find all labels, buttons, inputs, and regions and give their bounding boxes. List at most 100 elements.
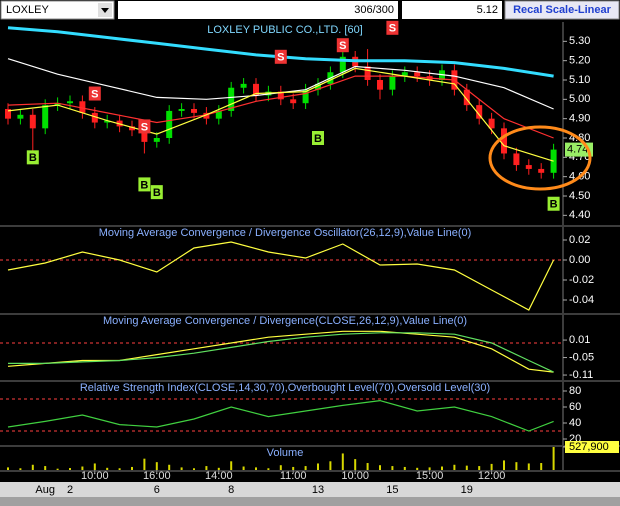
candle-body bbox=[129, 126, 135, 131]
candle-body bbox=[463, 89, 470, 106]
candle-body bbox=[277, 91, 284, 100]
signal-box bbox=[150, 185, 163, 200]
indicator-line bbox=[8, 332, 554, 373]
candle-body bbox=[104, 120, 111, 123]
volume-bar bbox=[366, 463, 369, 470]
candle-body bbox=[203, 112, 210, 119]
time-label: 12:00 bbox=[478, 470, 506, 482]
y-tick-label: 4.90 bbox=[569, 113, 590, 125]
candle-body bbox=[228, 87, 235, 111]
volume-bar bbox=[428, 467, 431, 470]
price-field bbox=[402, 1, 502, 19]
panel-title: Relative Strength Index(CLOSE,14,30,70),… bbox=[80, 382, 490, 394]
volume-bar bbox=[7, 467, 9, 470]
signal-label: B bbox=[314, 133, 322, 145]
candle-body bbox=[339, 56, 346, 73]
volume-bar bbox=[329, 461, 332, 470]
candle-body bbox=[29, 114, 36, 129]
indicator-line bbox=[7, 330, 554, 373]
candle-body bbox=[67, 101, 73, 104]
date-label: 19 bbox=[461, 484, 473, 496]
signal-box bbox=[547, 196, 560, 211]
y-tick-label: 5.30 bbox=[569, 35, 590, 47]
time-label: 10:00 bbox=[341, 470, 369, 482]
candle-body bbox=[153, 138, 160, 142]
volume-bar bbox=[379, 465, 381, 470]
time-label: 10:00 bbox=[81, 470, 109, 482]
plot-area: 10:00 16:00 14:00 11:00 10:00 15:00 12:00 Aug 2 6… bbox=[0, 20, 620, 496]
y-tick-label: 5.10 bbox=[569, 74, 590, 86]
moving-average bbox=[7, 75, 554, 139]
signal-box bbox=[138, 119, 151, 134]
volume-bar bbox=[44, 466, 47, 470]
date-row bbox=[0, 482, 620, 497]
volume-bar bbox=[403, 466, 406, 470]
indicator-line bbox=[7, 399, 554, 432]
time-label: 11:00 bbox=[280, 470, 307, 482]
indicator-line bbox=[7, 241, 555, 311]
candle-body bbox=[178, 109, 185, 111]
candle-body bbox=[538, 168, 545, 173]
signal-label: B bbox=[140, 179, 148, 191]
y-tick-label: -0.11 bbox=[569, 369, 593, 381]
date-label: 13 bbox=[312, 484, 324, 496]
candle-body bbox=[414, 72, 421, 77]
candle-body bbox=[42, 105, 49, 129]
signal-label: S bbox=[141, 121, 148, 133]
date-label: Aug bbox=[35, 484, 55, 496]
volume-bar bbox=[292, 466, 295, 470]
volume-bar bbox=[527, 463, 530, 470]
signal-label: S bbox=[91, 88, 98, 100]
panel-title: Moving Average Convergence / Divergence … bbox=[99, 227, 472, 239]
y-tick-label: 0.00 bbox=[569, 254, 590, 266]
y-tick-label: -0.04 bbox=[569, 294, 594, 306]
moving-average bbox=[7, 67, 554, 162]
volume-bar bbox=[255, 467, 257, 470]
y-tick-label: 5.20 bbox=[569, 55, 590, 67]
candle-body bbox=[315, 83, 321, 90]
volume-bar bbox=[391, 466, 394, 470]
signal-label: S bbox=[277, 52, 284, 64]
candle-body bbox=[5, 109, 11, 119]
scrollbar bbox=[0, 497, 620, 506]
signal-label: S bbox=[339, 40, 346, 52]
candle-body bbox=[513, 153, 520, 166]
time-label: 15:00 bbox=[416, 470, 444, 482]
volume-bar bbox=[416, 467, 419, 470]
volume-bar bbox=[81, 466, 84, 470]
symbol-dropdown[interactable] bbox=[0, 0, 115, 20]
volume-bar bbox=[230, 461, 233, 470]
candle-body bbox=[377, 80, 383, 90]
date-label: 8 bbox=[228, 484, 234, 496]
panel-title: Volume bbox=[267, 447, 304, 459]
signal-label: S bbox=[389, 23, 396, 35]
panel-title: LOXLEY PUBLIC CO.,LTD. [60] bbox=[207, 24, 363, 36]
volume-bar bbox=[93, 463, 96, 470]
candle-body bbox=[215, 110, 222, 119]
volume-bar bbox=[341, 453, 344, 470]
counter-field bbox=[118, 1, 398, 19]
dropdown-arrow bbox=[101, 8, 109, 13]
candle-body bbox=[401, 72, 408, 77]
volume-bar bbox=[267, 468, 270, 470]
candle-body bbox=[476, 105, 483, 119]
candle-body bbox=[54, 103, 61, 106]
candle-body bbox=[166, 110, 173, 138]
panel-title: Moving Average Convergence / Divergence(… bbox=[103, 315, 467, 327]
signal-box bbox=[386, 20, 399, 35]
y-tick-highlight bbox=[565, 441, 619, 453]
volume-bar bbox=[155, 462, 158, 470]
recal-button-text: Recal Scale-Linear bbox=[513, 4, 612, 16]
volume-bar bbox=[279, 465, 282, 470]
y-tick-label: -0.05 bbox=[569, 351, 594, 363]
annotation-circle bbox=[488, 125, 592, 191]
signal-label: B bbox=[153, 187, 161, 199]
date-label: 2 bbox=[67, 484, 73, 496]
volume-bar bbox=[118, 468, 121, 470]
y-tick-label: 0.02 bbox=[569, 234, 590, 246]
volume-bar bbox=[180, 467, 183, 470]
recal-button[interactable] bbox=[504, 0, 620, 20]
price-text: 5.12 bbox=[477, 4, 498, 16]
candle-body bbox=[17, 114, 24, 119]
